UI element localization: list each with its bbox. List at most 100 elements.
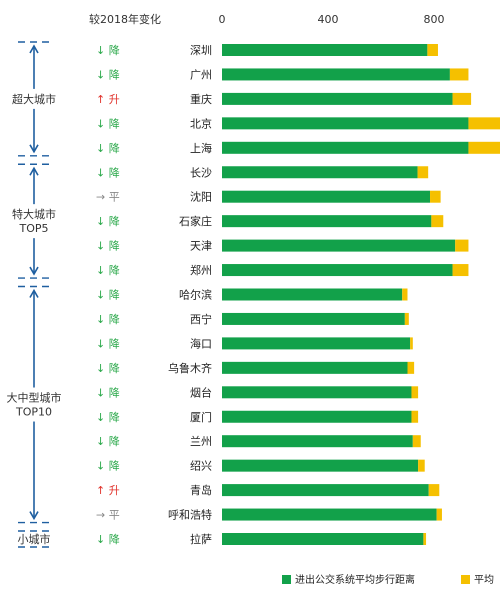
city-label: 青岛 — [190, 483, 212, 497]
city-label: 深圳 — [190, 44, 212, 57]
bar-segment-average — [430, 190, 441, 203]
bar-segment-walking — [222, 215, 432, 228]
bar-segment-average — [455, 239, 469, 252]
bar-segment-average — [411, 410, 419, 423]
city-label: 哈尔滨 — [179, 288, 212, 302]
city-label: 广州 — [190, 68, 212, 81]
bar-segment-walking — [222, 44, 428, 56]
legend-label: 进出公交系统平均步行距离 — [295, 573, 415, 586]
city-label: 上海 — [190, 141, 212, 155]
arrow-down-icon — [29, 511, 39, 521]
city-label: 烟台 — [190, 385, 212, 399]
group-label: TOP5 — [18, 222, 48, 235]
change-indicator: ↓ 降 — [96, 43, 120, 57]
change-indicator: ↓ 降 — [96, 361, 120, 375]
bar-segment-average — [402, 288, 408, 301]
city-label: 乌鲁木齐 — [168, 361, 212, 375]
bar-segment-walking — [222, 435, 413, 448]
arrow-down-icon — [29, 144, 39, 154]
bar-segment-average — [452, 92, 472, 105]
bar-segment-average — [468, 141, 500, 154]
x-tick-label: 0 — [219, 13, 226, 26]
city-label: 呼和浩特 — [168, 508, 212, 522]
city-label: 绍兴 — [190, 459, 212, 473]
bar-segment-average — [436, 508, 442, 521]
bar-segment-average — [418, 459, 425, 472]
city-label: 长沙 — [190, 166, 212, 179]
bar-segment-walking — [222, 533, 424, 545]
city-label: 厦门 — [190, 410, 212, 424]
city-label: 拉萨 — [190, 532, 212, 546]
bar-segment-walking — [222, 361, 408, 374]
group-label: 大中型城市 — [7, 391, 62, 405]
bar-segment-walking — [222, 166, 418, 179]
change-indicator: ↓ 降 — [96, 263, 120, 277]
city-label: 兰州 — [190, 435, 212, 448]
change-indicator: ↓ 降 — [96, 165, 120, 179]
bar-segment-average — [412, 435, 421, 448]
city-label: 海口 — [190, 336, 212, 350]
group-label: 超大城市 — [12, 92, 56, 106]
legend-swatch — [282, 575, 291, 584]
city-labels: 深圳广州重庆北京上海长沙沈阳石家庄天津郑州哈尔滨西宁海口乌鲁木齐烟台厦门兰州绍兴… — [168, 44, 212, 546]
change-indicator: ↑ 升 — [96, 93, 120, 106]
change-indicator: ↑ 升 — [96, 484, 120, 497]
bar-segment-walking — [222, 288, 403, 301]
city-label: 郑州 — [190, 263, 212, 277]
bar-segment-average — [427, 44, 438, 56]
bar-segment-average — [404, 312, 409, 325]
bar-segment-walking — [222, 190, 431, 203]
arrow-down-icon — [29, 266, 39, 276]
bar-segment-average — [428, 484, 440, 497]
x-tick-label: 400 — [318, 13, 339, 26]
city-label: 重庆 — [190, 92, 212, 106]
bar-segment-average — [452, 264, 469, 277]
change-indicator: ↓ 降 — [96, 385, 120, 399]
arrow-up-icon — [29, 288, 39, 298]
bar-segment-average — [407, 361, 415, 374]
arrow-up-icon — [29, 166, 39, 176]
change-indicator: ↓ 降 — [96, 239, 120, 253]
bar-segment-walking — [222, 484, 429, 497]
change-indicator: ↓ 降 — [96, 312, 120, 326]
bar-segment-walking — [222, 117, 469, 130]
bar-segment-average — [423, 533, 427, 545]
change-column-header: 较2018年变化 — [89, 12, 161, 26]
city-label: 西宁 — [190, 312, 212, 326]
city-label: 天津 — [190, 240, 212, 253]
change-indicator: ↓ 降 — [96, 141, 120, 155]
change-indicator: → 平 — [96, 509, 120, 522]
change-indicator: ↓ 降 — [96, 410, 120, 424]
bar-segment-average — [411, 386, 419, 399]
change-indicator: ↓ 降 — [96, 288, 120, 302]
change-indicator: ↓ 降 — [96, 459, 120, 473]
change-indicator: ↓ 降 — [96, 336, 120, 350]
legend: 进出公交系统平均步行距离 平均 — [282, 573, 494, 586]
bar-segment-walking — [222, 386, 412, 399]
city-label: 北京 — [190, 116, 212, 130]
group-label: 特大城市 — [12, 207, 56, 221]
bar-segment-walking — [222, 410, 412, 423]
change-indicator: ↓ 降 — [96, 532, 120, 546]
bar-segment-walking — [222, 68, 450, 81]
bar-segment-walking — [222, 239, 456, 252]
bar-segment-walking — [222, 312, 405, 325]
bar-segment-average — [417, 166, 429, 179]
legend-swatch — [461, 575, 470, 584]
change-indicator: ↓ 降 — [96, 214, 120, 228]
bar-segment-walking — [222, 92, 453, 105]
city-label: 沈阳 — [190, 190, 212, 204]
x-tick-label: 800 — [424, 13, 445, 26]
change-indicator: → 平 — [96, 191, 120, 204]
change-indicator: ↓ 降 — [96, 67, 120, 81]
x-axis-ticks: 0 400 800 — [219, 13, 445, 26]
city-label: 石家庄 — [179, 214, 212, 228]
arrow-up-icon — [29, 44, 39, 54]
bar-segment-walking — [222, 141, 469, 154]
bar-area — [222, 44, 500, 545]
bar-segment-walking — [222, 337, 411, 350]
bar-segment-walking — [222, 459, 419, 472]
bar-segment-average — [431, 215, 444, 228]
change-column: ↓ 降 ↓ 降 ↑ 升 ↓ 降 ↓ 降 ↓ 降 → 平 ↓ 降 ↓ 降 ↓ 降 ↓ 降 ↓ 降 ↓ 降 ↓… — [96, 43, 120, 546]
legend-label: 平均 — [474, 574, 494, 586]
